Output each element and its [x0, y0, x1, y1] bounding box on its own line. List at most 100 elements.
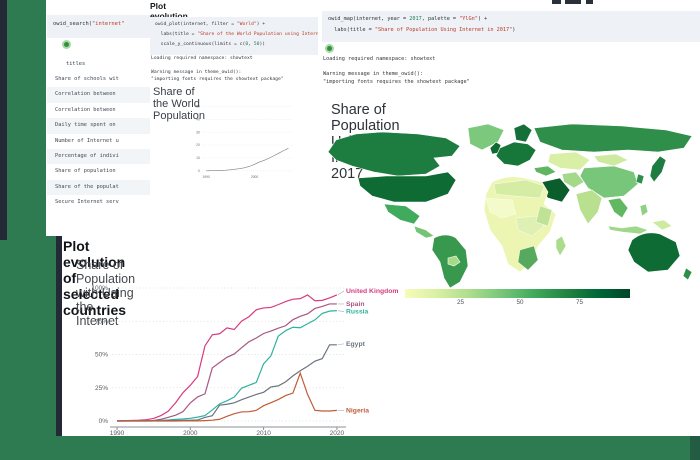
map-region-mongolia: [593, 153, 629, 167]
legend-label: United Kingdom: [346, 288, 398, 295]
map-region-korea: [635, 173, 645, 185]
legend-connector: [337, 290, 345, 296]
map-region-central-asia: [547, 151, 591, 171]
message-line: Loading required namespace: showtext: [323, 56, 436, 62]
world-cell-messages: Loading required namespace: showtext Warn…: [151, 56, 317, 84]
world-series-line: [206, 148, 289, 172]
run-indicator-icon[interactable]: [62, 40, 71, 49]
frame-bottom-edge: [690, 436, 700, 460]
map-cell-messages: Loading required namespace: showtext Warn…: [323, 56, 693, 87]
table-row: Number of Internet u: [55, 137, 119, 144]
y-tick-label: 40: [196, 117, 200, 121]
colorbar-tick-label: 25: [457, 299, 465, 306]
run-indicator-icon[interactable]: [325, 44, 334, 53]
legend-label: Nigeria: [346, 407, 369, 414]
map-colorbar-ticks: 25 50 75: [405, 289, 630, 309]
map-region-madagascar: [555, 235, 567, 257]
table-row: Share of the populat: [47, 179, 150, 196]
table-body: Share of schools wit Correlation between C…: [47, 72, 150, 211]
map-region-africa-east: [535, 205, 553, 227]
y-tick-label: 25%: [95, 385, 108, 392]
map-region-png: [651, 219, 673, 231]
code-line: owid_map(internet, year = 2017, palette …: [328, 16, 488, 22]
countries-line-chart: 0% 25% 50% 75% 100% 1990 2000 2010 2020 United Ki…: [91, 285, 398, 436]
x-tick-label: 1990: [110, 430, 125, 436]
table-row: Secure Internet serv: [55, 199, 119, 206]
world-line-chart: 0 10 20 30 40 50 1990 2000: [196, 104, 293, 179]
map-region-usa: [357, 171, 457, 203]
y-tick-label: 0%: [99, 418, 109, 425]
y-tick-label: 30: [196, 130, 200, 134]
map-region-russia: [533, 123, 693, 153]
y-tick-label: 50%: [95, 352, 108, 359]
legend-label: Russia: [346, 309, 369, 316]
countries-chart-title: Share of Population with Using the Inter…: [76, 258, 136, 328]
titles-table: titles Share of schools wit Correlation b…: [47, 56, 150, 211]
map-region-iran: [561, 171, 585, 189]
code-line: labs(title = "Share of Population Using …: [328, 27, 516, 33]
frame-corner-dark: [0, 0, 7, 240]
table-row: Share of schools wit: [55, 76, 119, 82]
world-code-cell[interactable]: owid_plot(internet, filter = "World") + …: [150, 17, 323, 55]
code-line: scale_y_continuous(limits = c(0, 50)): [155, 42, 266, 47]
countries-section-heading: Plot evolution of selected countries: [63, 238, 127, 318]
code-line: owid_search("internet": [53, 21, 125, 27]
world-chart-title: Share of the World Population: [153, 86, 205, 122]
colorbar-tick-label: 75: [576, 299, 584, 306]
map-region-central-america: [413, 225, 435, 239]
map-region-nz: [682, 267, 693, 281]
message-line: Warning message in theme_owid():: [151, 70, 242, 75]
map-region-scandinavia: [513, 123, 533, 143]
map-region-canada: [327, 131, 461, 177]
y-tick-label: 100%: [91, 285, 108, 292]
table-row: Correlation between: [47, 87, 150, 103]
message-line: "importing fonts requires the showtext p…: [323, 79, 470, 85]
map-code-cell[interactable]: owid_map(internet, year = 2017, palette …: [322, 11, 700, 42]
map-region-europe: [495, 141, 537, 167]
legend-label: Egypt: [346, 341, 366, 348]
search-code-cell[interactable]: owid_search("internet": [47, 15, 156, 38]
map-region-philippines: [639, 203, 649, 217]
x-tick-label: 2010: [256, 430, 271, 436]
message-line: "importing fonts requires the showtext p…: [151, 77, 284, 82]
legend-label: Spain: [346, 301, 365, 308]
map-region-australia: [627, 232, 681, 273]
x-tick-label: 2000: [251, 175, 259, 179]
y-tick-label: 75%: [95, 318, 108, 325]
world-choropleth-map: [327, 123, 693, 289]
legend-connector: [337, 343, 345, 346]
cut-heading-fragment: [552, 0, 561, 4]
map-colorbar: [405, 289, 630, 298]
search-data-heading: Search data: [47, 0, 152, 5]
x-tick-label: 2020: [330, 430, 345, 436]
table-row: Percentage of indivi: [47, 148, 150, 165]
map-region-india: [575, 189, 603, 225]
colorbar-tick-label: 50: [516, 299, 524, 306]
message-line: Loading required namespace: showtext: [151, 56, 253, 61]
y-tick-label: 0: [198, 169, 200, 173]
cut-heading-fragment: [586, 0, 593, 4]
code-line: owid_plot(internet, filter = "World") +: [155, 22, 266, 27]
message-line: Warning message in theme_owid():: [323, 71, 423, 77]
code-line: labs(title = "Share of the World Populat…: [155, 32, 323, 37]
x-tick-label: 2000: [183, 430, 198, 436]
cut-heading-fragment: [565, 0, 581, 4]
y-tick-label: 50: [196, 104, 200, 108]
series-line-nigeria: [117, 371, 337, 422]
x-tick-label: 1990: [202, 175, 210, 179]
table-row: Correlation between: [55, 106, 116, 113]
frame-bottom-bar: [0, 436, 700, 460]
y-tick-label: 20: [196, 143, 200, 147]
series-line-united-kingdom: [116, 294, 338, 422]
table-row: Daily time spent on: [47, 118, 150, 134]
map-region-indonesia: [607, 225, 649, 235]
y-tick-label: 10: [196, 156, 200, 160]
bottom-page-panel: [62, 236, 700, 436]
map-region-africa-north: [493, 179, 545, 199]
map-region-africa-west: [485, 197, 517, 219]
map-region-japan: [649, 155, 667, 183]
table-row: Share of population: [55, 168, 116, 175]
search-data-heading-clip: Search data: [47, 0, 152, 8]
map-region-africa-south: [517, 245, 539, 271]
